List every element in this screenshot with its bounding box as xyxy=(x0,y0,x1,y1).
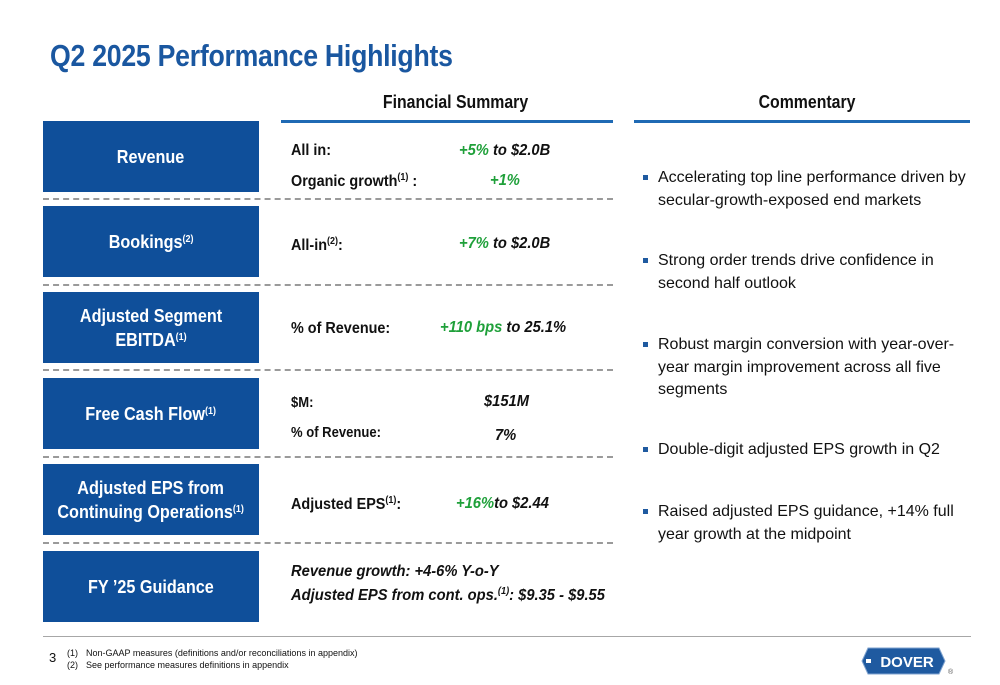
guidance-eps-range: Adjusted EPS from cont. ops.(1): $9.35 -… xyxy=(291,586,605,605)
row-divider xyxy=(43,542,613,544)
registered-mark: ® xyxy=(948,669,954,676)
revenue-allin-value: +5% to $2.0B xyxy=(459,142,551,159)
bookings-allin-value: +7% to $2.0B xyxy=(459,235,551,252)
ebitda-label: Adjusted Segment EBITDA(1) xyxy=(79,305,223,350)
revenue-label: Revenue xyxy=(117,146,185,167)
commentary-item: Robust margin conversion with year-over-… xyxy=(643,334,978,402)
bullet-icon xyxy=(643,447,648,452)
row-divider xyxy=(43,456,613,458)
fcf-box: Free Cash Flow(1) xyxy=(43,378,259,449)
row-divider xyxy=(43,284,613,286)
bullet-icon xyxy=(643,509,648,514)
eps-value-label: Adjusted EPS(1): xyxy=(291,495,402,514)
footer-rule xyxy=(43,636,971,637)
eps-value: +16%to $2.44 xyxy=(456,495,549,512)
row-divider xyxy=(43,369,613,371)
commentary-item: Accelerating top line performance driven… xyxy=(643,167,978,212)
commentary-item: Double-digit adjusted EPS growth in Q2 xyxy=(643,439,978,462)
commentary-item: Strong order trends drive confidence in … xyxy=(643,250,978,295)
page-title: Q2 2025 Performance Highlights xyxy=(50,38,453,73)
bullet-icon xyxy=(643,342,648,347)
financial-summary-header: Financial Summary xyxy=(382,92,529,112)
financial-summary-rule xyxy=(281,120,613,123)
eps-label: Adjusted EPS from Continuing Operations(1… xyxy=(57,477,245,522)
commentary-rule xyxy=(634,120,970,123)
guidance-label: FY ’25 Guidance xyxy=(88,576,214,597)
page-number: 3 xyxy=(49,650,57,665)
footnote: (1) Non-GAAP measures (definitions and/or… xyxy=(67,648,358,658)
guidance-revenue-growth: Revenue growth: +4-6% Y-o-Y xyxy=(291,563,499,580)
bullet-icon xyxy=(643,258,648,263)
eps-box: Adjusted EPS from Continuing Operations(1… xyxy=(43,464,259,535)
bullet-icon xyxy=(643,175,648,180)
logo-text: DOVER xyxy=(880,654,934,671)
fcf-millions-label: $M: xyxy=(291,395,314,411)
ebitda-box: Adjusted Segment EBITDA(1) xyxy=(43,292,259,363)
revenue-organic-label: Organic growth(1) : xyxy=(291,172,418,191)
fcf-label: Free Cash Flow(1) xyxy=(85,403,217,424)
commentary-header: Commentary xyxy=(758,92,856,112)
revenue-allin-label: All in: xyxy=(291,142,331,159)
bookings-box: Bookings(2) xyxy=(43,206,259,277)
dover-logo-icon: DOVER xyxy=(861,647,946,675)
footnote: (2) See performance measures definitions … xyxy=(67,660,289,670)
guidance-box: FY ’25 Guidance xyxy=(43,551,259,622)
ebitda-revenue-label: % of Revenue: xyxy=(291,320,391,337)
bookings-label: Bookings(2) xyxy=(108,231,194,252)
fcf-revenue-label: % of Revenue: xyxy=(291,425,381,441)
fcf-millions-value: $151M xyxy=(484,393,530,410)
fcf-revenue-value: 7% xyxy=(495,427,517,444)
revenue-box: Revenue xyxy=(43,121,259,192)
ebitda-revenue-value: +110 bps to 25.1% xyxy=(440,319,567,336)
revenue-organic-value: +1% xyxy=(490,172,520,189)
row-divider xyxy=(43,198,613,200)
bookings-allin-label: All-in(2): xyxy=(291,236,343,255)
commentary-item: Raised adjusted EPS guidance, +14% full … xyxy=(643,501,978,546)
